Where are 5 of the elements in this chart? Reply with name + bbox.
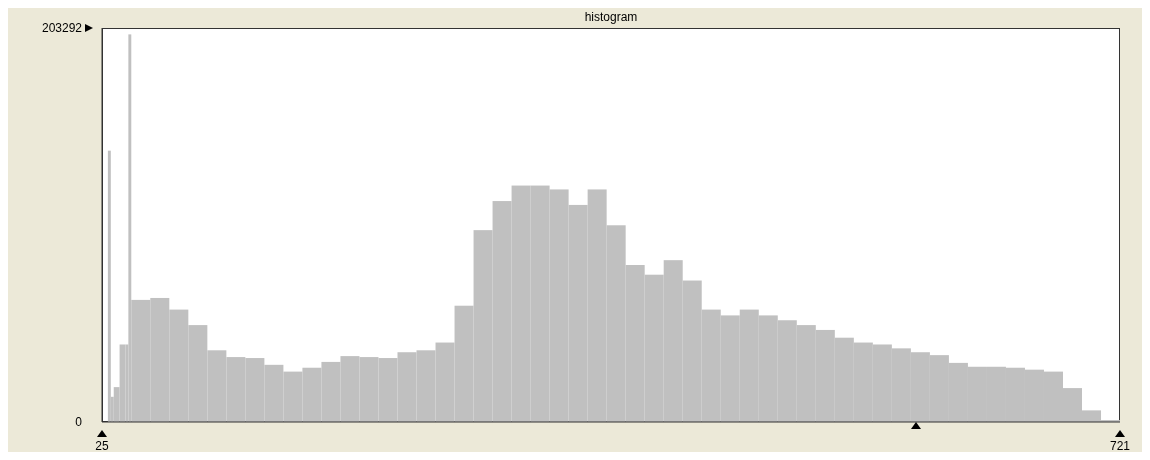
x-tick-label: 721 (1109, 439, 1131, 453)
y-tick-label: 203292 (41, 21, 83, 35)
y-tick-label: 0 (75, 415, 83, 429)
x-tick-label: 25 (95, 439, 109, 453)
chart-title: histogram (583, 10, 639, 24)
